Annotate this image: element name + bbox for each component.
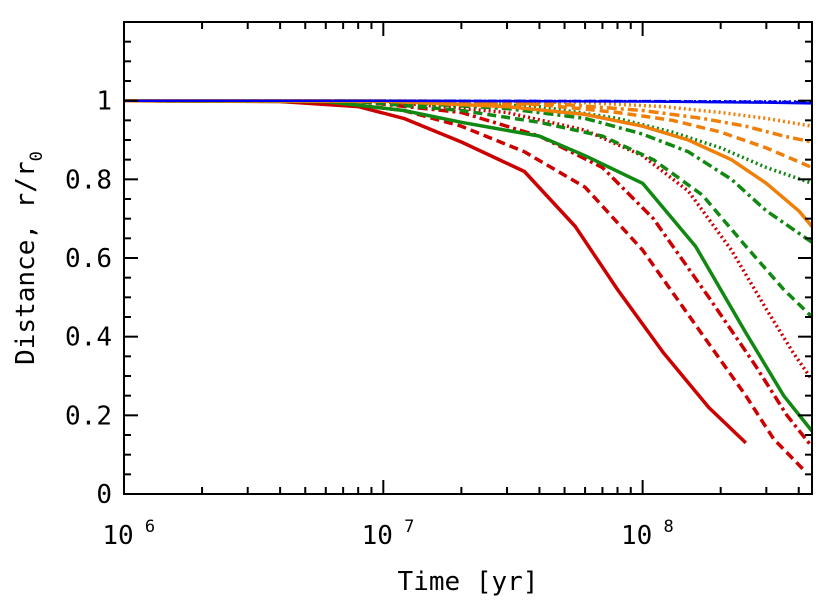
series-line-9 [123,98,814,228]
series-line-5 [123,98,814,433]
x-tick-label-1: 10 [362,521,393,551]
x-tick-label-2: 10 [621,521,652,551]
y-axis-label-group: Distance, r/r0 [11,151,47,365]
labels-layer: Time [yr] Distance, r/r0 [11,151,538,597]
series-line-3 [123,98,814,448]
y-tick-label-4: 0.8 [65,165,112,195]
y-axis-label-subscript: 0 [27,151,47,161]
y-tick-label-3: 0.6 [65,244,112,274]
series-line-4 [123,98,814,381]
y-tick-label-5: 1 [96,87,112,117]
series-line-1 [123,98,748,445]
x-axis-label: Time [yr] [398,567,539,597]
y-axis-label: Distance, r/r0 [11,151,47,365]
x-tick-label-exp-1: 7 [404,517,414,537]
x-tick-label-exp-2: 8 [663,517,673,537]
plot-frame [123,21,813,495]
y-axis-label-main: Distance, r/r [11,161,41,365]
y-tick-label-1: 0.2 [65,401,112,431]
ticks-layer: 0 0.2 0.4 0.6 0.8 1 10 6 10 7 10 8 [65,21,812,551]
x-tick-label-exp-0: 6 [145,517,155,537]
series-line-14 [124,99,813,104]
y-tick-label-0: 0 [96,480,112,510]
series-line-6 [123,98,814,319]
x-tick-label-0: 10 [102,521,133,551]
series-layer [123,98,814,472]
series-line-11 [123,98,813,144]
y-tick-label-2: 0.4 [65,323,112,353]
